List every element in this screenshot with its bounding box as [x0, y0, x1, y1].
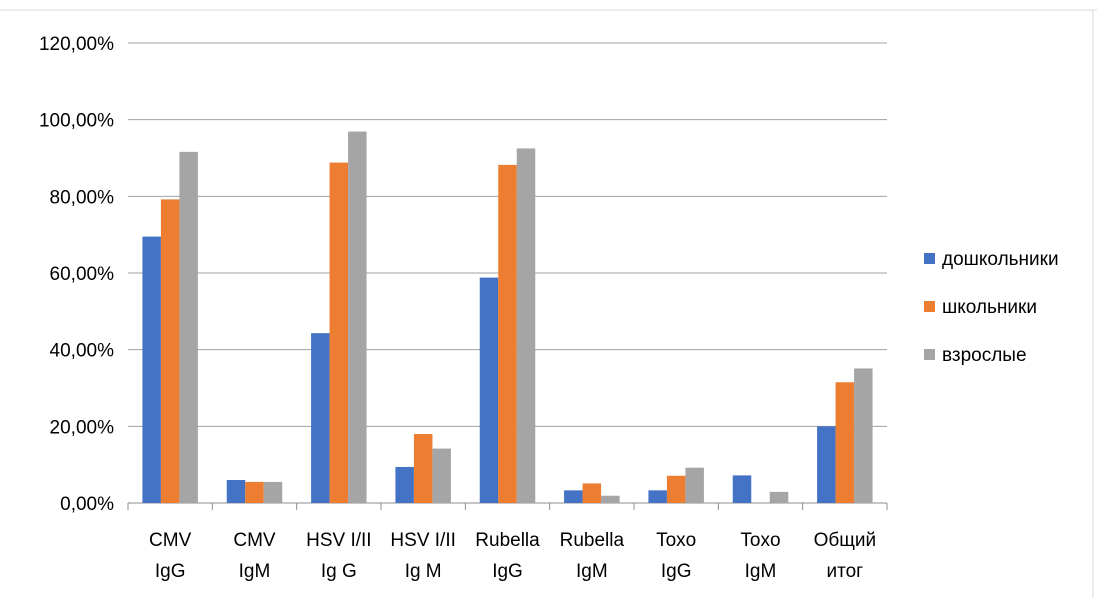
legend: дошкольники школьники взрослые: [924, 249, 1059, 366]
x-category-label: IgG: [492, 561, 523, 582]
bar-1-4: [498, 164, 517, 503]
y-tick-label: 0,00%: [60, 494, 114, 515]
y-tick-label: 100,00%: [39, 111, 114, 132]
bar-2-1: [263, 481, 283, 503]
bar-1-1: [245, 481, 264, 503]
x-category-label: Toxo: [740, 530, 780, 551]
x-category-label: IgM: [576, 561, 608, 582]
bar-1-2: [329, 162, 349, 503]
legend-swatch: [924, 349, 935, 360]
bar-2-2: [348, 131, 367, 504]
bars: [142, 131, 873, 504]
bar-2-6: [685, 467, 704, 503]
legend-label: школьники: [942, 297, 1037, 318]
bar-0-6: [648, 490, 667, 503]
legend-label: дошкольники: [942, 249, 1059, 270]
y-tick-label: 60,00%: [50, 264, 115, 285]
x-category-label: IgM: [239, 561, 271, 582]
legend-swatch: [924, 301, 935, 312]
bar-1-0: [160, 199, 180, 503]
x-category-label: CMV: [149, 530, 192, 551]
x-category-label: итог: [827, 561, 864, 582]
x-category-label: HSV I/II: [390, 530, 455, 551]
bar-2-7: [769, 491, 789, 503]
y-tick-label: 80,00%: [50, 187, 115, 208]
bar-1-6: [666, 475, 686, 503]
bar-1-3: [413, 434, 433, 503]
bar-2-8: [854, 368, 873, 503]
bar-0-1: [226, 480, 246, 503]
bar-0-5: [564, 490, 583, 503]
x-category-label: Rubella: [560, 530, 625, 551]
bar-0-7: [732, 475, 752, 503]
y-axis-tick-labels: 0,00% 20,00% 40,00% 60,00% 80,00% 100,00% 120,…: [39, 34, 114, 515]
x-category-label: CMV: [233, 530, 276, 551]
bar-1-8: [835, 382, 855, 503]
legend-label: взрослые: [942, 345, 1027, 366]
y-tick-label: 40,00%: [50, 341, 115, 362]
x-category-label: IgM: [745, 561, 777, 582]
x-category-label: Ig G: [321, 561, 357, 582]
x-category-label: Общий: [814, 530, 877, 551]
x-axis-category-labels: CMV IgG CMV IgM HSV I/II Ig G HSV I/II Ig M Rube…: [149, 530, 876, 582]
bar-2-4: [516, 148, 536, 504]
y-tick-label: 20,00%: [50, 417, 115, 438]
x-category-label: HSV I/II: [306, 530, 371, 551]
x-category-label: Ig M: [405, 561, 442, 582]
bar-0-0: [142, 236, 161, 503]
x-category-label: IgG: [661, 561, 692, 582]
bar-0-2: [311, 333, 330, 503]
x-category-label: IgG: [155, 561, 186, 582]
bar-2-3: [432, 448, 451, 503]
bar-2-0: [179, 151, 198, 503]
x-category-label: Rubella: [475, 530, 540, 551]
bar-0-8: [817, 426, 836, 503]
bar-0-4: [479, 277, 499, 503]
bar-2-5: [601, 495, 620, 503]
bar-1-5: [582, 483, 602, 503]
y-tick-label: 120,00%: [39, 34, 114, 55]
bar-0-3: [395, 466, 414, 503]
x-category-label: Toxo: [656, 530, 696, 551]
legend-swatch: [924, 253, 935, 264]
